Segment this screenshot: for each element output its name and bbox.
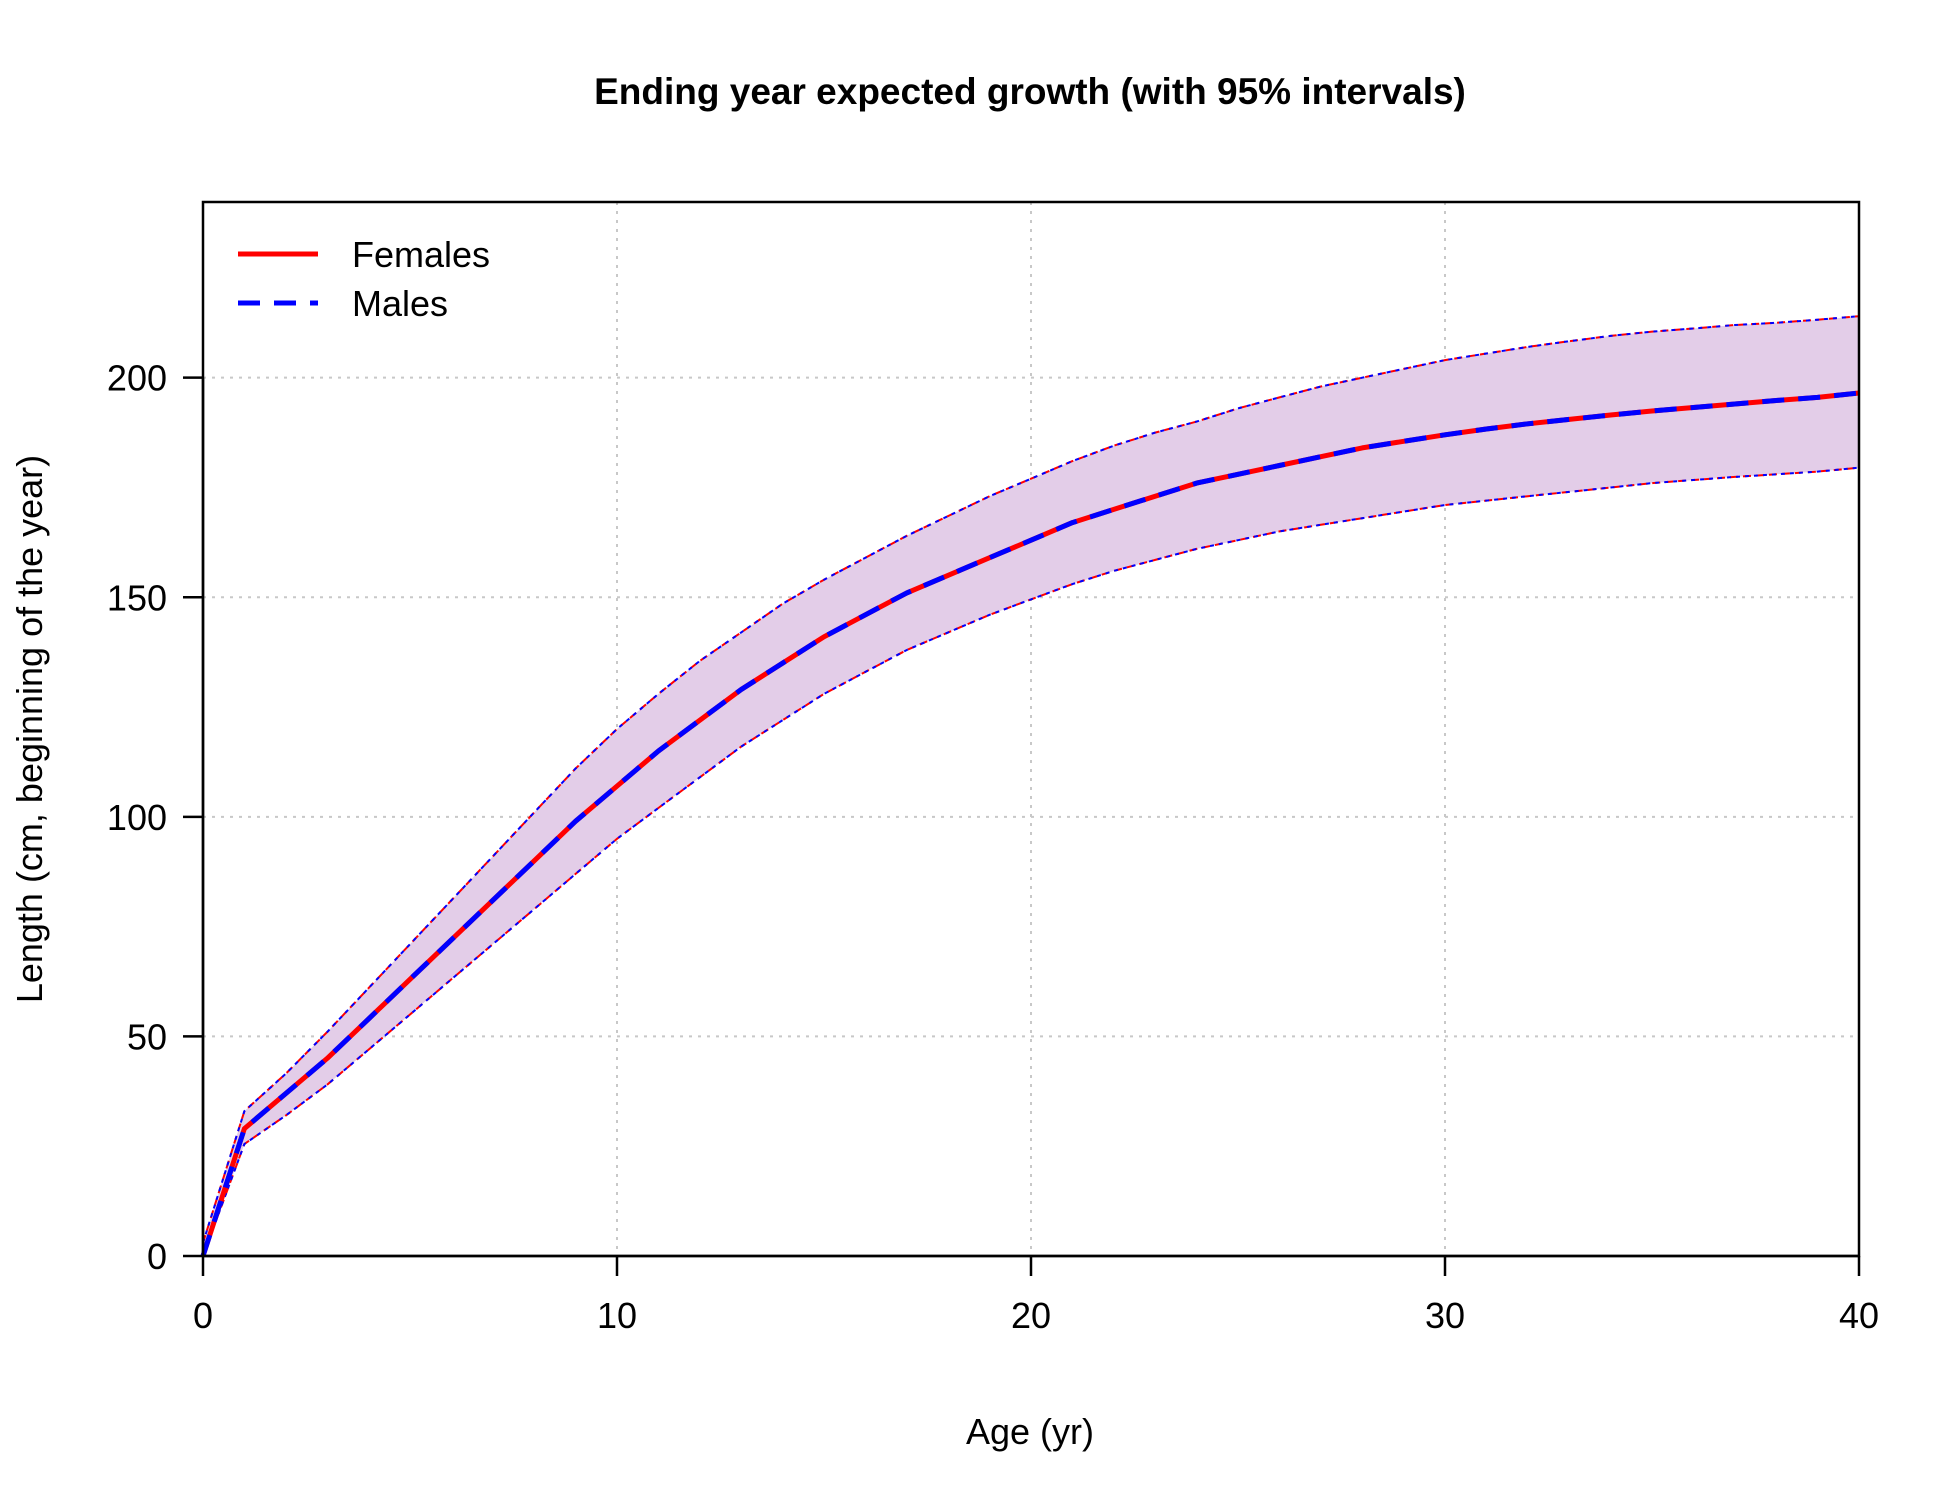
x-tick-label-0: 0	[193, 1295, 213, 1336]
y-tick-label-50: 50	[127, 1016, 167, 1057]
y-axis: 0 50 100 150 200	[107, 358, 205, 1277]
series-line-males	[200, 390, 1860, 1257]
y-tick-label-100: 100	[107, 797, 167, 838]
x-tick-label-20: 20	[1011, 1295, 1051, 1336]
interval-upper-males	[202, 315, 1860, 1244]
interval-lower-males	[202, 466, 1860, 1257]
legend: Females Males	[238, 234, 490, 324]
legend-label-females: Females	[352, 234, 490, 275]
chart-title: Ending year expected growth (with 95% in…	[594, 71, 1466, 112]
y-tick-label-0: 0	[147, 1236, 167, 1277]
x-tick-label-30: 30	[1425, 1295, 1465, 1336]
x-axis-label: Age (yr)	[966, 1411, 1094, 1452]
interval-bands	[203, 316, 1859, 1256]
y-tick-label-150: 150	[107, 577, 167, 618]
x-axis: 0 10 20 30 40	[193, 1254, 1879, 1336]
interval-band-fill	[203, 316, 1859, 1256]
y-axis-label: Length (cm, beginning of the year)	[9, 455, 50, 1003]
series-lines	[200, 315, 1860, 1257]
x-tick-label-40: 40	[1839, 1295, 1879, 1336]
y-tick-label-200: 200	[107, 358, 167, 399]
x-tick-label-10: 10	[597, 1295, 637, 1336]
legend-label-males: Males	[352, 283, 448, 324]
